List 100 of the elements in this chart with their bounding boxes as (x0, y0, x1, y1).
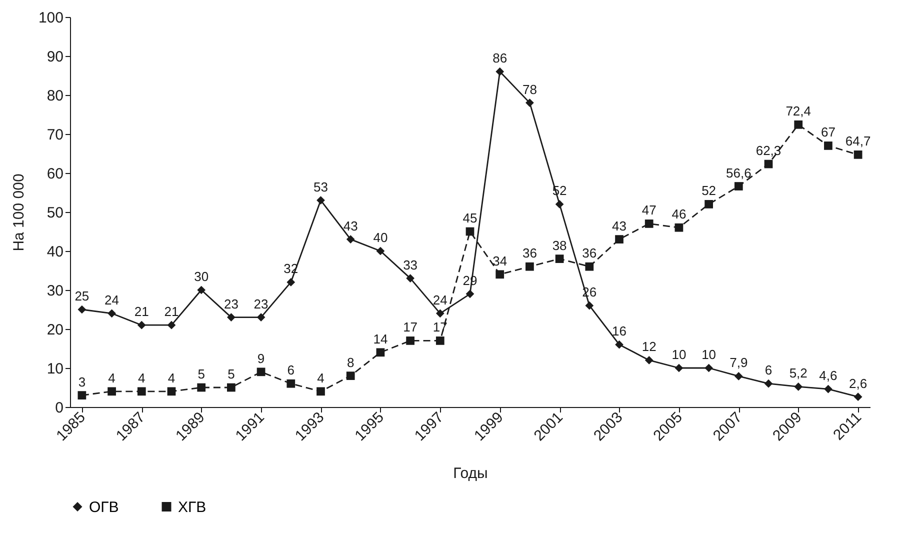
point (555, 254, 564, 263)
data-label: 4 (108, 370, 116, 386)
y-tick-label: 80 (46, 88, 64, 104)
data-label: 24 (104, 292, 120, 308)
point (585, 262, 594, 271)
point (108, 309, 116, 318)
data-label: 33 (403, 257, 418, 272)
point (137, 320, 146, 330)
point (436, 309, 444, 318)
point (197, 286, 206, 294)
data-label: 43 (612, 218, 626, 234)
point (644, 220, 654, 228)
data-label: 12 (642, 339, 656, 354)
point (256, 313, 266, 322)
point (764, 379, 773, 388)
x-axis-title: Годы (453, 464, 488, 482)
data-label: 14 (373, 331, 388, 346)
data-label: 4 (138, 370, 146, 386)
y-tick-label: 60 (46, 166, 64, 182)
data-label: 46 (672, 206, 686, 222)
point (764, 160, 773, 168)
point (824, 384, 832, 394)
data-label: 43 (343, 218, 358, 234)
data-label: 10 (672, 347, 686, 362)
data-label: 17 (403, 320, 418, 335)
point (704, 200, 713, 208)
point (615, 235, 624, 244)
y-tick-label: 20 (46, 322, 64, 338)
data-label: 36 (582, 246, 597, 261)
point (167, 387, 176, 396)
y-tick-label: 50 (46, 204, 64, 222)
data-label: 24 (432, 292, 448, 308)
data-label: 23 (254, 296, 268, 312)
point (555, 200, 564, 208)
point (376, 348, 385, 357)
point (734, 372, 743, 380)
y-tick-label: 100 (38, 10, 64, 26)
y-tick-label: 70 (46, 126, 64, 144)
point (615, 340, 624, 349)
data-label: 64,7 (845, 134, 871, 149)
point (854, 392, 862, 402)
point (197, 383, 206, 392)
data-label: 2,6 (849, 376, 868, 391)
data-label: 45 (462, 210, 478, 226)
point (496, 270, 504, 279)
data-label: 5 (198, 366, 205, 382)
point (585, 301, 594, 310)
point (794, 120, 803, 129)
data-label: 25 (74, 288, 90, 304)
legend-label: ХГВ (178, 498, 206, 516)
point (824, 142, 832, 150)
y-tick-label: 40 (46, 244, 64, 260)
point (376, 246, 385, 256)
y-tick-label: 0 (55, 400, 64, 416)
point (316, 387, 325, 396)
point (406, 336, 414, 345)
data-label: 4,6 (819, 368, 838, 384)
data-label: 7,9 (730, 355, 748, 370)
data-label: 72,4 (786, 104, 812, 119)
y-tick-label: 30 (46, 282, 64, 300)
data-label: 56,6 (726, 165, 752, 180)
data-label: 9 (257, 350, 265, 366)
point (167, 320, 176, 330)
point (674, 223, 684, 232)
point (674, 364, 684, 372)
data-label: 5,2 (789, 366, 808, 381)
point (78, 391, 86, 400)
point (704, 364, 713, 372)
point (78, 305, 86, 314)
point (346, 372, 355, 380)
data-label: 86 (492, 50, 508, 66)
data-label: 5 (228, 366, 235, 382)
data-label: 23 (224, 296, 238, 312)
data-label: 40 (373, 230, 388, 245)
legend-label: ОГВ (89, 498, 119, 516)
point (346, 235, 355, 244)
point (227, 383, 236, 392)
y-tick-label: 10 (46, 360, 64, 378)
y-axis-title: На 100 000 (10, 174, 28, 252)
point (286, 278, 296, 286)
data-label: 21 (164, 304, 179, 320)
data-label: 34 (492, 253, 508, 268)
data-label: 6 (287, 362, 295, 378)
data-label: 8 (346, 354, 354, 370)
point (466, 227, 474, 236)
point (137, 387, 146, 396)
point (227, 313, 236, 322)
data-label: 78 (522, 82, 537, 97)
data-label: 30 (194, 269, 209, 284)
point (406, 274, 414, 282)
point (854, 150, 862, 159)
point (256, 368, 266, 376)
data-label: 16 (612, 324, 626, 339)
data-label: 36 (522, 246, 537, 261)
point (286, 379, 296, 388)
data-label: 21 (134, 304, 149, 320)
data-label: 53 (314, 179, 328, 194)
data-label: 67 (820, 124, 836, 140)
point (466, 290, 474, 298)
data-label: 4 (168, 370, 176, 386)
